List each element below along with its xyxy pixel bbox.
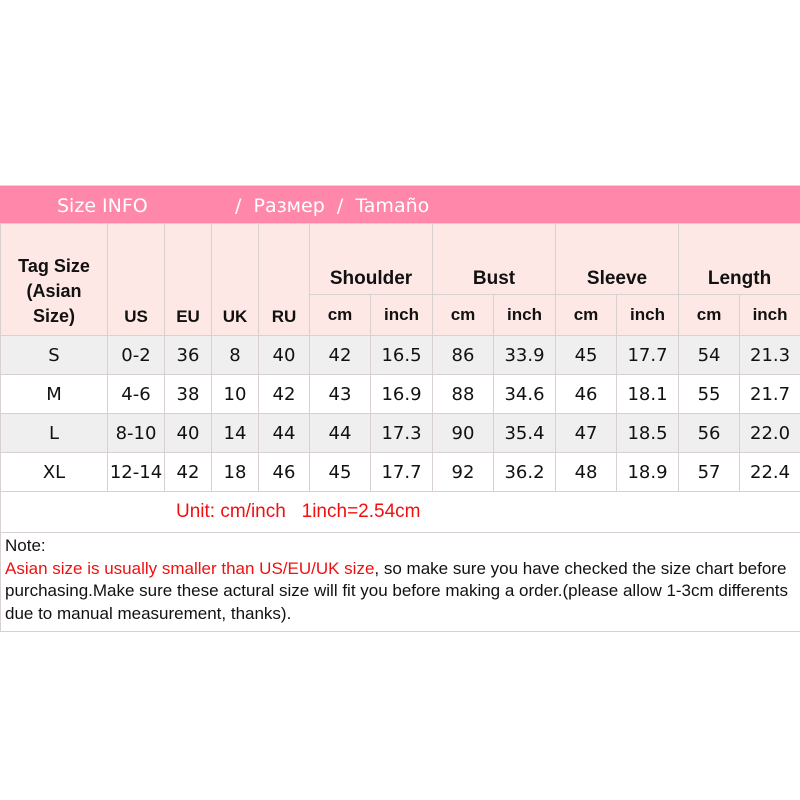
table-cell: 55 (678, 374, 741, 414)
table-cell: 40 (258, 335, 310, 375)
table-cell: 35.4 (492, 413, 557, 453)
table-cell: 45 (555, 335, 618, 375)
table-cell: 22.0 (739, 413, 800, 453)
subheader-inch: inch (616, 294, 680, 336)
table-cell: XL (0, 452, 108, 492)
table-cell: L (0, 413, 108, 453)
title-size-info: Size INFO (57, 195, 148, 217)
table-cell: 92 (432, 452, 494, 492)
subheader-inch: inch (370, 294, 433, 336)
table-row: M 4-6 38 10 42 43 16.9 88 34.6 46 18.1 55 21.7 (0, 374, 800, 414)
table-cell: 44 (258, 413, 310, 453)
table-cell: 22.4 (739, 452, 800, 492)
note: Note: Asian size is usually smaller than … (0, 532, 800, 632)
table-cell: 21.3 (739, 335, 800, 375)
tag-line: Size) (32, 306, 75, 326)
header-shoulder: Shoulder (309, 223, 433, 295)
table-cell: 46 (258, 452, 310, 492)
note-warning: Asian size is usually smaller than US/EU… (5, 558, 375, 578)
subheader-inch: inch (739, 294, 800, 336)
table-cell: 21.7 (739, 374, 800, 414)
header-us: US (107, 223, 165, 336)
table-cell: 17.7 (370, 452, 433, 492)
header-tag-size: Tag Size (Asian Size) (0, 223, 108, 336)
subheader-inch: inch (492, 294, 557, 336)
table-cell: 16.5 (370, 335, 433, 375)
table-cell: 17.7 (616, 335, 680, 375)
title-translations: / Размер / Tamaño (235, 195, 430, 217)
subheader-cm: cm (678, 294, 741, 336)
table-cell: 86 (432, 335, 494, 375)
unit-note: Unit: cm/inch 1inch=2.54cm (0, 491, 800, 533)
subheader-cm: cm (309, 294, 371, 336)
table-cell: 8 (211, 335, 259, 375)
table-cell: 18.5 (616, 413, 680, 453)
table-row: XL 12-14 42 18 46 45 17.7 92 36.2 48 18.9 57 22.4 (0, 452, 800, 492)
table-cell: 18.9 (616, 452, 680, 492)
tag-line: (Asian (26, 281, 82, 301)
table-cell: 47 (555, 413, 618, 453)
table-cell: 36.2 (492, 452, 557, 492)
table-cell: 12-14 (107, 452, 165, 492)
table-cell: 0-2 (107, 335, 165, 375)
table-cell: 57 (678, 452, 741, 492)
subheader-cm: cm (555, 294, 618, 336)
header-uk: UK (211, 223, 259, 336)
table-cell: 17.3 (370, 413, 433, 453)
table-cell: 18.1 (616, 374, 680, 414)
table-cell: S (0, 335, 108, 375)
table-cell: 45 (309, 452, 371, 492)
header-sleeve: Sleeve (555, 223, 680, 295)
table-cell: 33.9 (492, 335, 557, 375)
subheader-cm: cm (432, 294, 494, 336)
table-cell: 46 (555, 374, 618, 414)
title-bar: Size INFO / Размер / Tamaño (0, 185, 800, 223)
table-cell: 88 (432, 374, 494, 414)
table-cell: 40 (164, 413, 212, 453)
table-cell: 54 (678, 335, 741, 375)
table-cell: 34.6 (492, 374, 557, 414)
table-cell: 36 (164, 335, 212, 375)
table-cell: 42 (258, 374, 310, 414)
table-cell: 8-10 (107, 413, 165, 453)
header-bust: Bust (431, 223, 557, 295)
tag-line: Tag Size (18, 256, 90, 276)
header-ru: RU (258, 223, 310, 336)
size-table: Tag Size (Asian Size) US EU UK RU Shoulder… (0, 223, 800, 632)
note-text: , so make sure you have checked the size… (5, 558, 789, 623)
table-cell: 42 (164, 452, 212, 492)
table-cell: 14 (211, 413, 259, 453)
table-cell: M (0, 374, 108, 414)
table-cell: 18 (211, 452, 259, 492)
size-chart: Size INFO / Размер / Tamaño Tag Size (Asi… (0, 185, 800, 632)
table-cell: 56 (678, 413, 741, 453)
table-cell: 43 (309, 374, 371, 414)
table-cell: 44 (309, 413, 371, 453)
table-row: L 8-10 40 14 44 44 17.3 90 35.4 47 18.5 56 22.0 (0, 413, 800, 453)
table-cell: 90 (432, 413, 494, 453)
header-eu: EU (164, 223, 212, 336)
table-cell: 38 (164, 374, 212, 414)
header-length: Length (678, 223, 800, 295)
table-cell: 48 (555, 452, 618, 492)
table-cell: 16.9 (370, 374, 433, 414)
table-row: S 0-2 36 8 40 42 16.5 86 33.9 45 17.7 54 21.3 (0, 335, 800, 375)
note-label: Note: (5, 536, 46, 555)
table-cell: 4-6 (107, 374, 165, 414)
table-cell: 42 (309, 335, 371, 375)
table-cell: 10 (211, 374, 259, 414)
